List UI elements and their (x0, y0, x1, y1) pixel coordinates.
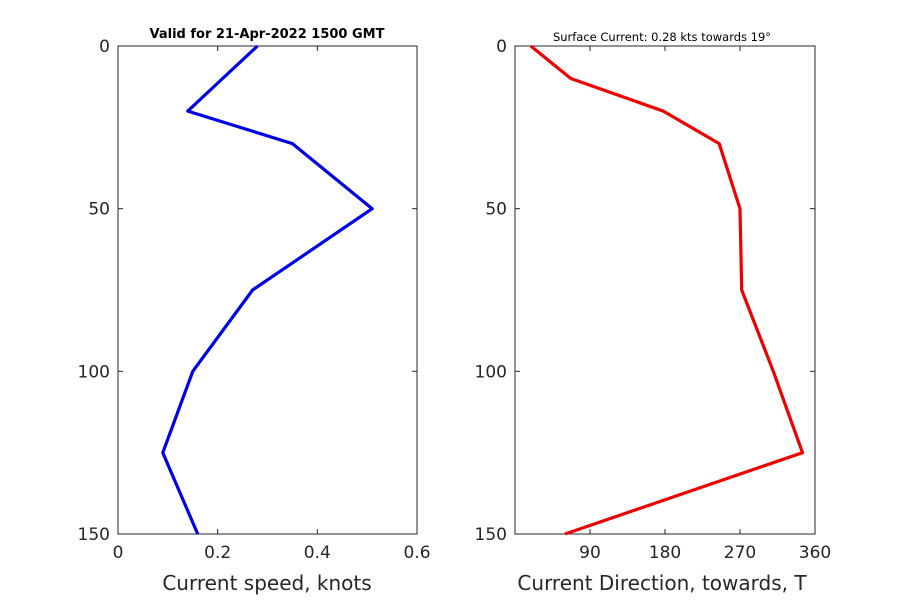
current-direction-profile-line (529, 44, 805, 536)
current-direction-y-tick-label: 0 (496, 37, 507, 57)
current-speed-title: Valid for 21-Apr-2022 1500 GMT (150, 27, 385, 42)
current-speed-y-tick-label: 50 (88, 200, 110, 220)
current-direction-x-tick-label: 270 (724, 543, 756, 563)
current-speed-series-group (161, 44, 374, 535)
current-direction-x-tick-label: 180 (649, 543, 681, 563)
current-direction-y-tick-label: 100 (475, 362, 507, 382)
current-direction-y-tick-label: 150 (475, 525, 507, 545)
current-speed-x-tick-label: 0.4 (304, 543, 331, 563)
current-speed-y-tick-label: 150 (78, 525, 110, 545)
current-direction-series-group (529, 44, 805, 536)
current-direction-ticks: 0 50 100 150 90 180 270 360 (475, 37, 832, 563)
current-direction-plot-area (514, 45, 816, 535)
current-direction-panel: Surface Current: 0.28 kts towards 19° Cu… (475, 30, 832, 595)
current-speed-x-axis-label: Current speed, knots (162, 571, 371, 595)
current-direction-y-tick-label: 50 (485, 200, 507, 220)
current-speed-plot-area (117, 45, 418, 535)
current-speed-panel: Valid for 21-Apr-2022 1500 GMT Current s… (78, 27, 431, 595)
current-direction-x-tick-label: 90 (579, 543, 601, 563)
current-direction-title: Surface Current: 0.28 kts towards 19° (553, 30, 771, 44)
current-speed-y-tick-label: 100 (78, 362, 110, 382)
current-direction-x-tick-label: 360 (799, 543, 831, 563)
current-speed-x-tick-label: 0.6 (403, 543, 430, 563)
current-speed-x-tick-label: 0.2 (204, 543, 231, 563)
current-speed-profile-line (161, 44, 374, 535)
current-speed-x-tick-label: 0 (113, 543, 124, 563)
current-speed-y-tick-label: 0 (99, 37, 110, 57)
current-direction-x-axis-label: Current Direction, towards, T (517, 571, 807, 595)
